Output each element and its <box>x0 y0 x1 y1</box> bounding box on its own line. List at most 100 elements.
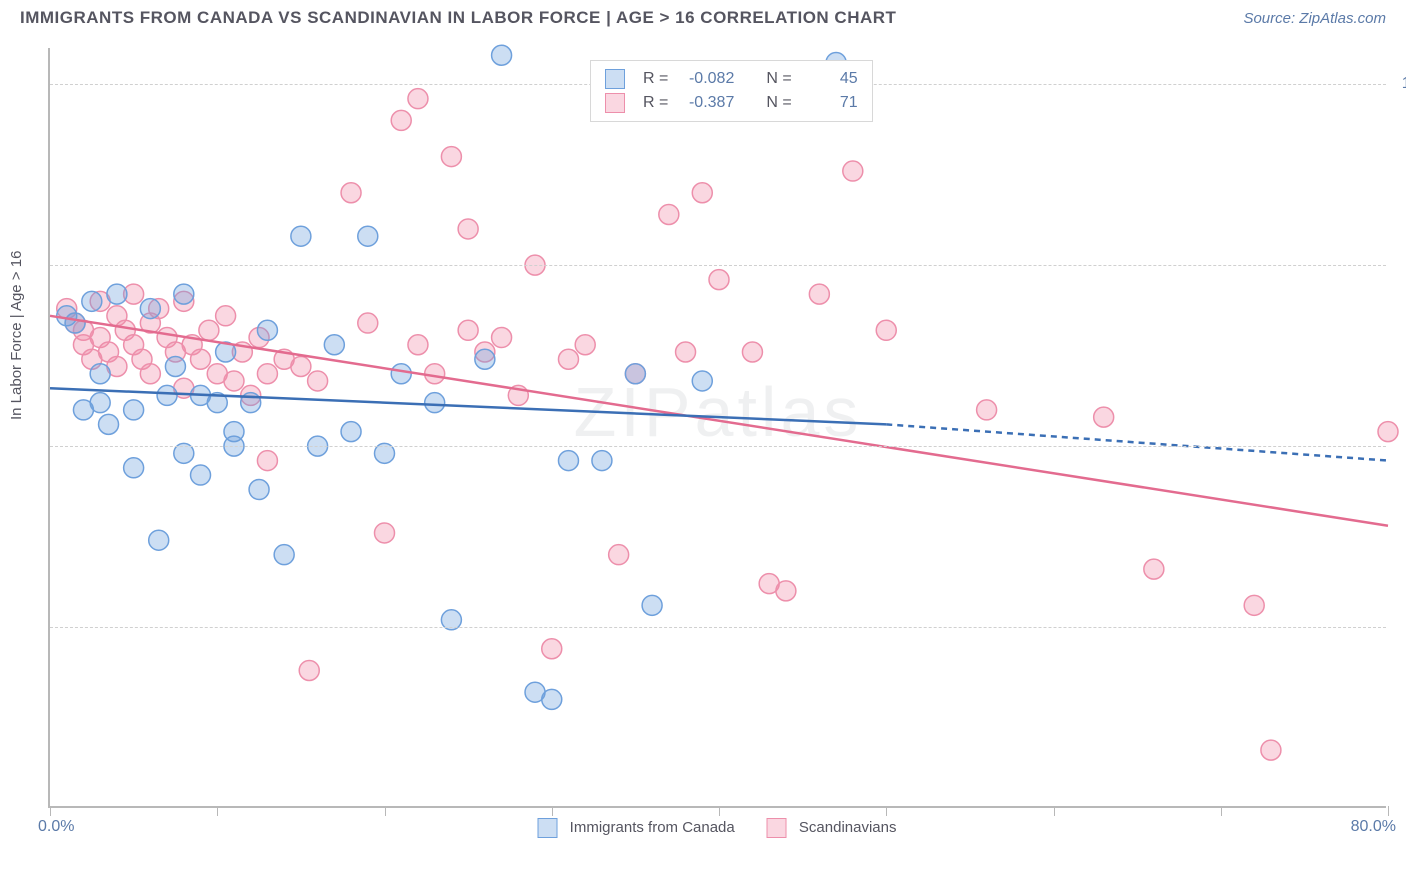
x-tick <box>50 806 51 816</box>
x-tick <box>385 806 386 816</box>
legend-item-scan: Scandinavians <box>767 818 897 838</box>
data-point <box>558 451 578 471</box>
n-label: N = <box>766 94 791 112</box>
y-tick-label: 75.0% <box>1396 256 1406 274</box>
data-point <box>659 204 679 224</box>
x-tick <box>1221 806 1222 816</box>
data-point <box>809 284 829 304</box>
data-point <box>249 480 269 500</box>
data-point <box>441 147 461 167</box>
legend-label-scan: Scandinavians <box>799 819 897 836</box>
legend-row-canada: R = -0.082 N = 45 <box>605 67 858 91</box>
data-point <box>82 291 102 311</box>
x-tick <box>552 806 553 816</box>
data-point <box>341 183 361 203</box>
data-point <box>191 349 211 369</box>
data-point <box>199 320 219 340</box>
data-point <box>140 364 160 384</box>
data-point <box>575 335 595 355</box>
swatch-canada <box>605 69 625 89</box>
swatch-canada-icon <box>538 818 558 838</box>
data-point <box>1094 407 1114 427</box>
data-point <box>676 342 696 362</box>
data-point <box>425 364 445 384</box>
y-tick-label: 50.0% <box>1396 437 1406 455</box>
data-point <box>1144 559 1164 579</box>
data-point <box>625 364 645 384</box>
data-point <box>558 349 578 369</box>
data-point <box>391 364 411 384</box>
source-label: Source: ZipAtlas.com <box>1243 10 1386 27</box>
data-point <box>542 639 562 659</box>
regression-line <box>50 388 886 424</box>
y-axis-label: In Labor Force | Age > 16 <box>8 251 25 420</box>
data-point <box>107 284 127 304</box>
header: IMMIGRANTS FROM CANADA VS SCANDINAVIAN I… <box>0 0 1406 32</box>
regression-line <box>886 424 1388 460</box>
data-point <box>1244 595 1264 615</box>
data-point <box>257 364 277 384</box>
correlation-legend: R = -0.082 N = 45 R = -0.387 N = 71 <box>590 60 873 122</box>
data-point <box>308 371 328 391</box>
x-axis-labels: 0.0% Immigrants from Canada Scandinavian… <box>48 818 1386 848</box>
data-point <box>542 689 562 709</box>
y-tick-label: 100.0% <box>1396 75 1406 93</box>
data-point <box>224 371 244 391</box>
grid-line <box>50 627 1386 628</box>
data-point <box>165 356 185 376</box>
data-point <box>408 89 428 109</box>
r-label: R = <box>643 70 668 88</box>
data-point <box>692 183 712 203</box>
grid-line <box>50 446 1386 447</box>
data-point <box>257 320 277 340</box>
data-point <box>475 349 495 369</box>
data-point <box>324 335 344 355</box>
x-tick <box>1388 806 1389 816</box>
x-tick <box>719 806 720 816</box>
data-point <box>692 371 712 391</box>
data-point <box>90 393 110 413</box>
data-point <box>299 660 319 680</box>
data-point <box>1378 422 1398 442</box>
data-point <box>174 284 194 304</box>
n-value-scan: 71 <box>802 94 858 112</box>
data-point <box>99 414 119 434</box>
data-point <box>65 313 85 333</box>
x-tick <box>217 806 218 816</box>
page-title: IMMIGRANTS FROM CANADA VS SCANDINAVIAN I… <box>20 8 896 28</box>
data-point <box>341 422 361 442</box>
n-label: N = <box>766 70 791 88</box>
data-point <box>149 530 169 550</box>
bottom-legend: Immigrants from Canada Scandinavians <box>538 818 897 838</box>
legend-item-canada: Immigrants from Canada <box>538 818 735 838</box>
x-tick <box>1054 806 1055 816</box>
data-point <box>274 545 294 565</box>
swatch-scan-icon <box>767 818 787 838</box>
data-point <box>191 465 211 485</box>
data-point <box>592 451 612 471</box>
scatter-plot <box>50 48 1386 806</box>
data-point <box>876 320 896 340</box>
data-point <box>843 161 863 181</box>
data-point <box>124 458 144 478</box>
legend-label-canada: Immigrants from Canada <box>570 819 735 836</box>
data-point <box>257 451 277 471</box>
data-point <box>425 393 445 413</box>
data-point <box>609 545 629 565</box>
data-point <box>216 306 236 326</box>
data-point <box>642 595 662 615</box>
data-point <box>90 364 110 384</box>
data-point <box>408 335 428 355</box>
r-label: R = <box>643 94 668 112</box>
x-max-label: 80.0% <box>1351 818 1396 836</box>
y-tick-label: 25.0% <box>1396 618 1406 636</box>
r-value-scan: -0.387 <box>678 94 734 112</box>
x-tick <box>886 806 887 816</box>
data-point <box>358 313 378 333</box>
swatch-scan <box>605 93 625 113</box>
data-point <box>291 226 311 246</box>
n-value-canada: 45 <box>802 70 858 88</box>
r-value-canada: -0.082 <box>678 70 734 88</box>
grid-line <box>50 265 1386 266</box>
data-point <box>458 219 478 239</box>
